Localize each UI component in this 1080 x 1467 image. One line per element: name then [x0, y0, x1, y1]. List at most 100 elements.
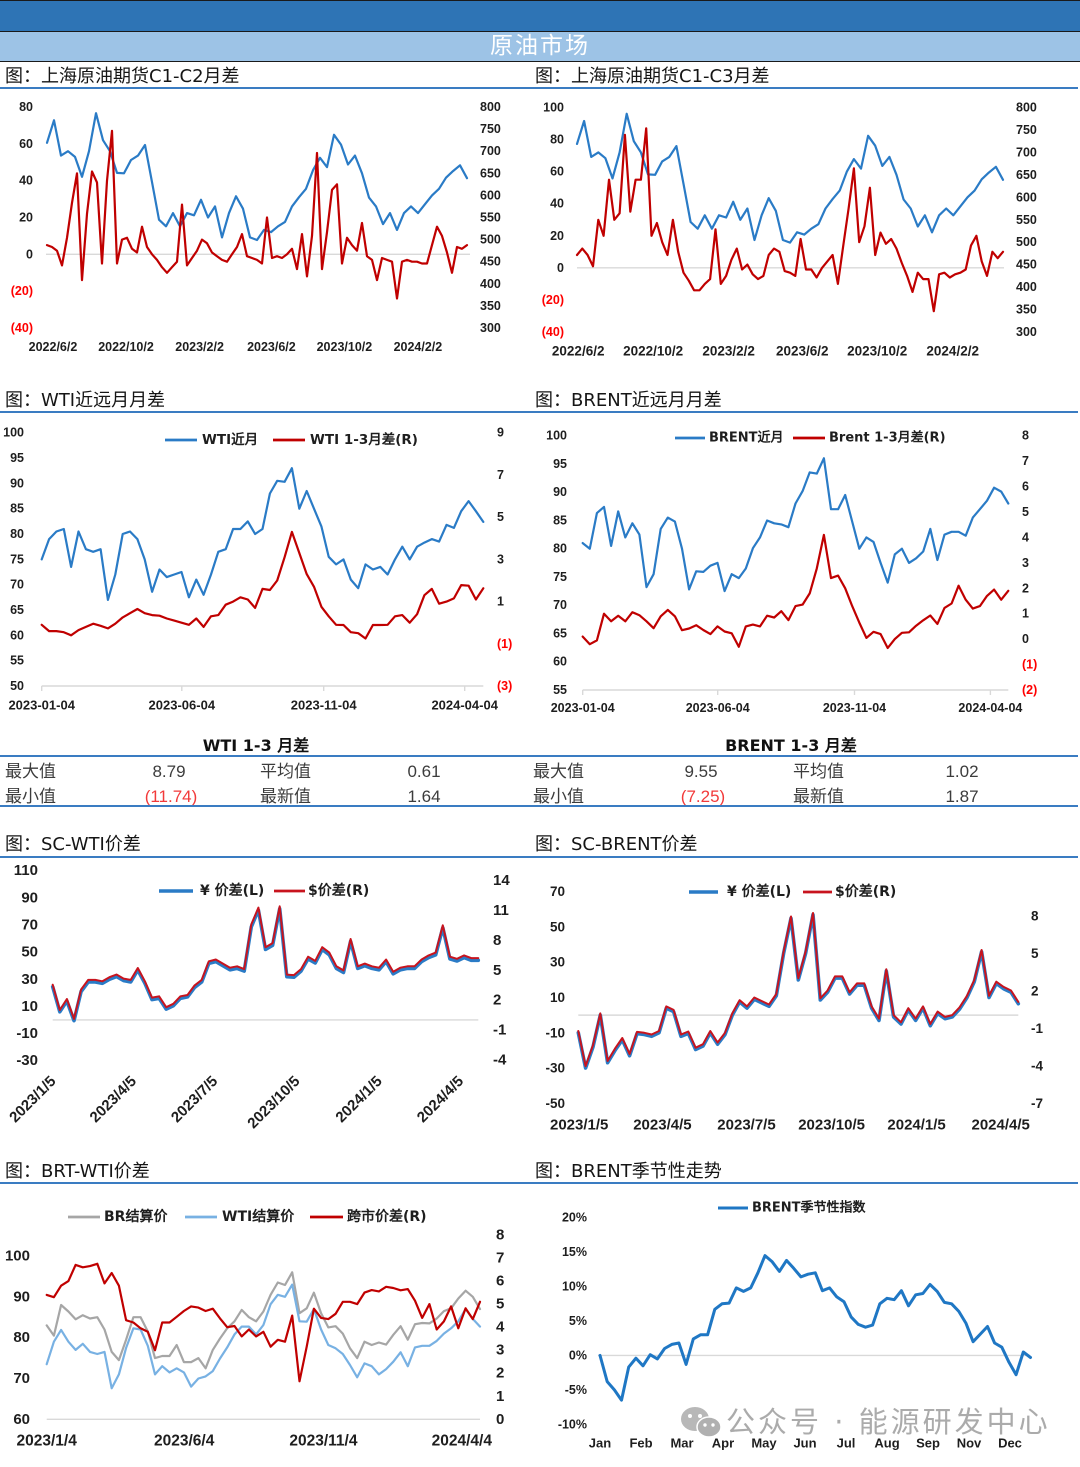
x-axis-tick-label: 2022/10/2 [623, 344, 683, 359]
right-axis-tick-label: 650 [480, 166, 501, 180]
stat-value-avg: 0.61 [407, 762, 441, 781]
right-axis-tick-label: 400 [480, 277, 501, 291]
right-axis-tick-label: 8 [493, 932, 501, 949]
right-axis-tick-label: -1 [1031, 1021, 1043, 1036]
right-axis-tick-label: 350 [480, 299, 501, 313]
right-axis-tick-label: 11 [493, 902, 509, 919]
left-axis-tick-label: 60 [13, 1411, 30, 1428]
right-axis-tick-label: 550 [480, 211, 501, 225]
x-axis-tick-label: 2023/2/2 [702, 344, 755, 359]
x-axis-tick-label: 2023/10/2 [847, 344, 907, 359]
legend-label: BR结算价 [104, 1208, 168, 1225]
right-axis-tick-label: 750 [1016, 123, 1037, 137]
left-axis-tick-label: 100 [5, 1248, 30, 1265]
stat-value-max: 9.55 [684, 762, 718, 781]
chart-sc-c1-c2: 80 60 40 20 0 (20) (40) 800 750 700 650 600 550 500 45… [11, 100, 501, 354]
x-axis-tick-label: 2023/11/4 [289, 1433, 357, 1450]
right-axis-tick-label: 2 [1022, 581, 1029, 595]
right-axis-tick-label: 550 [1016, 213, 1037, 227]
chart-title-sc-c1-c2: 图：上海原油期货C1-C2月差 [5, 66, 240, 87]
chart-title-sc-c1-c3: 图：上海原油期货C1-C3月差 [535, 66, 770, 87]
right-axis-tick-label: 2 [1031, 983, 1039, 998]
chart-brt-wti-left-series-1 [45, 1283, 482, 1390]
chart-brt-wti-left-series-0 [45, 1271, 482, 1370]
page-title: 原油市场 [490, 33, 590, 59]
chart-title-sc-brent: 图：SC-BRENT价差 [535, 834, 698, 855]
left-axis-tick-label: 70 [10, 578, 24, 592]
x-axis-tick-label: 2024/4/4 [432, 1433, 493, 1450]
legend-label: $价差(R) [835, 883, 896, 900]
x-axis-tick-label: 2023/7/5 [717, 1117, 775, 1134]
right-axis-tick-label: 700 [480, 144, 501, 158]
left-axis-tick-label: 75 [10, 552, 24, 566]
x-axis-tick-label: 2024-04-04 [958, 701, 1022, 715]
stat-label-max: 最大值 [5, 762, 56, 782]
chart-wti-spread-right-series-0 [40, 530, 485, 640]
left-axis-tick-label: 15% [562, 1245, 587, 1259]
left-axis-tick-label: -10 [545, 1025, 565, 1040]
right-axis-tick-label: 600 [1016, 190, 1037, 204]
left-axis-tick-label: -30 [16, 1052, 38, 1069]
x-axis-tick-label: Jun [793, 1436, 816, 1451]
right-axis-tick-label: 750 [480, 122, 501, 136]
chart-sc-brent-right-series-0 [577, 912, 1020, 1068]
left-axis-tick-label: 50 [10, 679, 24, 693]
right-axis-tick-label: 3 [497, 552, 504, 566]
stat-label-min: 最小值 [533, 787, 584, 807]
left-axis-tick-label: 80 [10, 527, 24, 541]
x-axis-tick-label: Dec [998, 1436, 1022, 1451]
x-axis-tick-label: 2023/10/5 [244, 1073, 303, 1132]
right-axis-tick-label: 7 [497, 468, 504, 482]
table-top-rule [0, 755, 1078, 757]
left-axis-tick-label: 95 [10, 451, 24, 465]
legend-label: ¥ 价差(L) [200, 882, 264, 899]
chart-title-brent-spread: 图：BRENT近远月月差 [535, 390, 722, 411]
stat-label-avg: 平均值 [793, 762, 844, 782]
right-axis-tick-label: 2 [496, 1365, 504, 1382]
chart-wti-spread-left-series-0 [40, 467, 485, 602]
left-axis-tick-label: 75 [553, 570, 567, 584]
left-axis-tick-label: -30 [545, 1061, 565, 1076]
right-axis-tick-label: 7 [1022, 454, 1029, 468]
right-axis-tick-label: 4 [496, 1319, 505, 1336]
right-axis-tick-label: 500 [480, 233, 501, 247]
left-axis-tick-label: 50 [550, 920, 565, 935]
chart-brent-seasonal: 20% 15% 10% 5% 0% -5% -10%Jan Feb Mar Apr May Jun Ju… [558, 1200, 1032, 1451]
x-axis-tick-label: 2023-11-04 [291, 698, 358, 713]
legend-label: Brent 1-3月差(R) [829, 430, 946, 446]
x-axis-tick-label: Apr [712, 1436, 734, 1451]
left-axis-tick-label: 80 [550, 133, 564, 147]
left-axis-tick-label: 90 [21, 889, 38, 906]
x-axis-tick-label: 2024/1/5 [887, 1117, 945, 1134]
right-axis-tick-label: 450 [480, 255, 501, 269]
left-axis-tick-label: 20 [550, 229, 564, 243]
right-axis-tick-label: (2) [1022, 683, 1037, 697]
x-axis-tick-label: 2023/1/5 [550, 1117, 608, 1134]
x-axis-tick-label: 2022/6/2 [552, 344, 605, 359]
x-axis-tick-label: 2023/4/5 [87, 1073, 140, 1126]
chart-sc-c1-c2-left-series-0 [45, 129, 469, 300]
left-axis-tick-label: 55 [553, 683, 567, 697]
x-axis-tick-label: 2024-04-04 [431, 698, 498, 713]
right-axis-tick-label: 2 [493, 992, 501, 1009]
left-axis-tick-label: 0% [569, 1348, 587, 1362]
left-axis-tick-label: (20) [542, 293, 564, 307]
x-axis-tick-label: 2023/6/4 [154, 1433, 215, 1450]
x-axis-tick-label: Nov [957, 1436, 982, 1451]
legend-label: WTI结算价 [222, 1208, 295, 1225]
x-axis-tick-label: Jan [589, 1436, 611, 1451]
x-axis-tick-label: 2023-01-04 [8, 698, 75, 713]
left-axis-tick-label: -10% [558, 1417, 587, 1431]
x-axis-tick-label: 2024/1/5 [332, 1073, 385, 1126]
x-axis-tick-label: 2022/10/2 [98, 340, 154, 354]
right-axis-tick-label: 1 [497, 595, 504, 609]
legend-label: WTI近月 [202, 431, 258, 448]
x-axis-tick-label: 2023/10/5 [798, 1117, 865, 1134]
top-banner [0, 0, 1080, 32]
legend-label: 跨市价差(R) [347, 1208, 427, 1225]
right-axis-tick-label: 5 [1022, 505, 1029, 519]
right-axis-tick-label: 3 [1022, 556, 1029, 570]
legend-label: BRENT季节性指数 [752, 1200, 867, 1216]
right-axis-tick-label: 450 [1016, 258, 1037, 272]
left-axis-tick-label: 65 [10, 603, 24, 617]
